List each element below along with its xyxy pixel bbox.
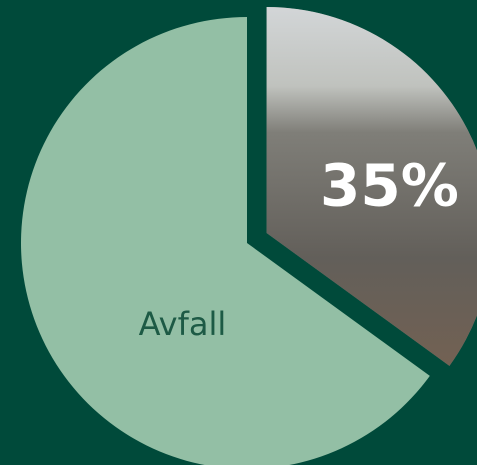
value-label: 35%	[320, 152, 459, 220]
category-label: Avfall	[139, 305, 227, 343]
pie-slice	[21, 17, 430, 465]
slice-photo	[266, 7, 477, 366]
